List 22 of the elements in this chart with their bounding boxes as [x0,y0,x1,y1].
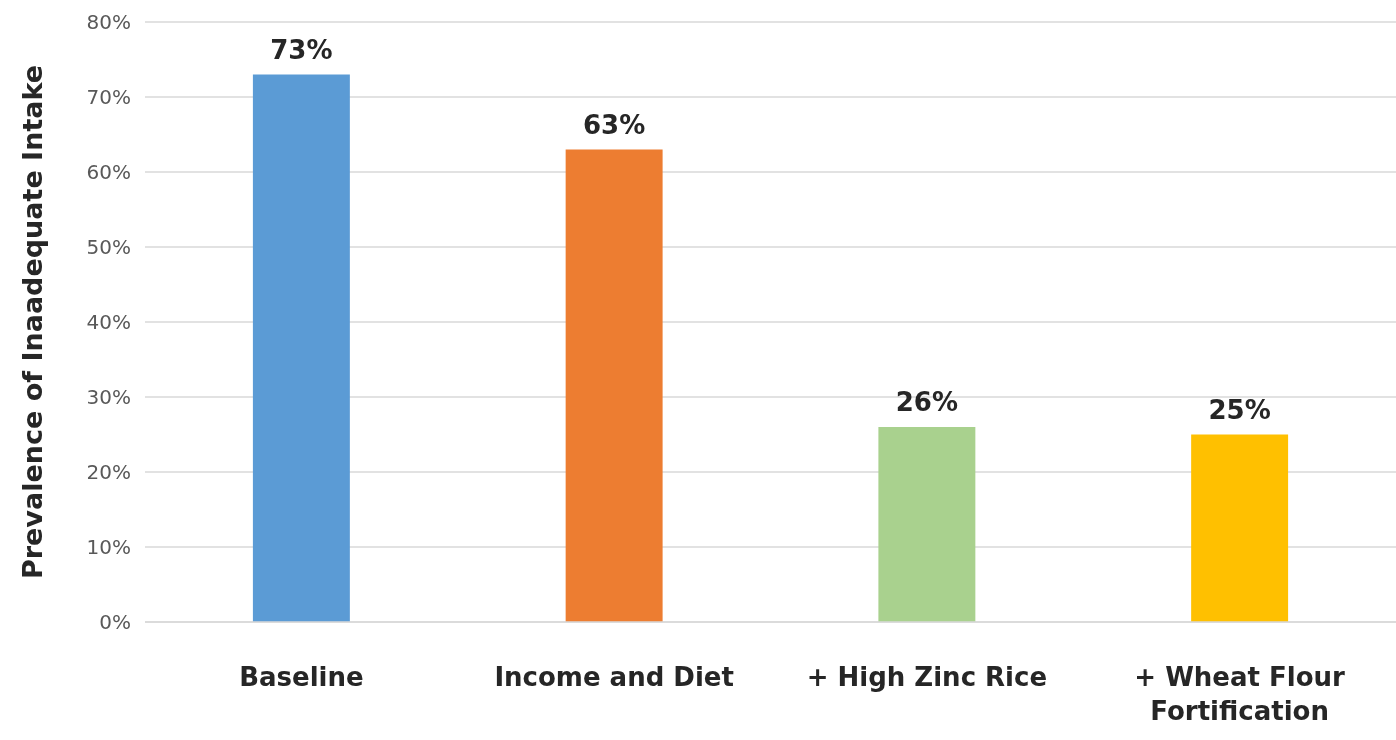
data-label: 63% [583,109,646,140]
bar [252,74,350,622]
bar [565,149,663,622]
x-tick-label: Income and Diet [494,662,734,692]
y-tick-label: 40% [86,309,131,334]
y-tick-label: 0% [99,609,131,634]
y-tick-label: 30% [86,384,131,409]
bar [1191,434,1289,622]
y-tick-label: 10% [86,534,131,559]
y-tick-label: 50% [86,234,131,259]
data-label: 73% [270,34,333,65]
x-tick-label: Baseline [239,662,364,692]
y-tick-label: 20% [86,459,131,484]
data-label: 26% [895,387,958,417]
bar [878,427,976,622]
y-tick-label: 60% [86,159,131,184]
y-tick-label: 80% [86,9,131,34]
y-tick-label: 70% [86,84,131,109]
data-label: 25% [1208,394,1271,425]
y-axis-title: Prevalence of Inaadequate Intake [17,64,48,580]
x-tick-label: + Wheat Flour Fortification [1134,662,1346,726]
x-tick-label: + High Zinc Rice [806,662,1048,692]
